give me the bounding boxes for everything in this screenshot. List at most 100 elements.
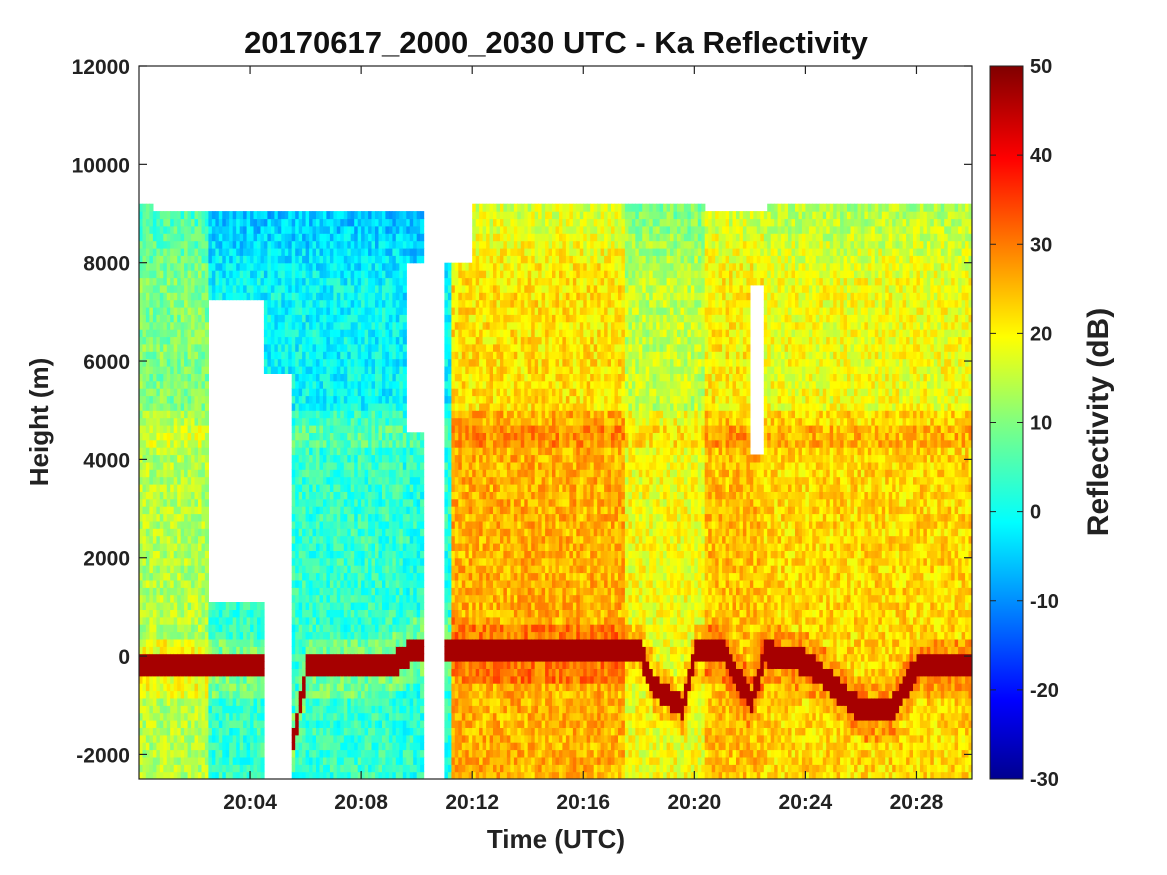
heatmap-cell (149, 336, 153, 344)
heatmap-cell (295, 632, 299, 640)
heatmap-cell (139, 580, 143, 588)
heatmap-cell (236, 698, 240, 706)
heatmap-cell (396, 661, 400, 669)
heatmap-cell (174, 373, 178, 381)
heatmap-cell (372, 654, 376, 662)
heatmap-cell (212, 263, 216, 271)
heatmap-cell (351, 241, 355, 249)
heatmap-cell (351, 595, 355, 603)
heatmap-cell (337, 277, 341, 285)
heatmap-cell (139, 248, 143, 256)
heatmap-cell (292, 514, 296, 522)
heatmap-cell (302, 595, 306, 603)
heatmap-cell (326, 447, 330, 455)
heatmap-cell (372, 285, 376, 293)
heatmap-cell (413, 455, 417, 463)
heatmap-cell (160, 469, 164, 477)
heatmap-cell (139, 351, 143, 359)
heatmap-cell (198, 336, 202, 344)
heatmap-cell (278, 218, 282, 226)
heatmap-cell (174, 609, 178, 617)
heatmap-cell (208, 764, 212, 772)
heatmap-cell (337, 698, 341, 706)
heatmap-cell (271, 314, 275, 322)
heatmap-cell (281, 270, 285, 278)
heatmap-cell (229, 698, 233, 706)
heatmap-cell (295, 366, 299, 374)
heatmap-cell (385, 211, 389, 219)
heatmap-cell (399, 499, 403, 507)
heatmap-cell (372, 528, 376, 536)
heatmap-cell (243, 211, 247, 219)
heatmap-cell (170, 307, 174, 315)
heatmap-cell (229, 742, 233, 750)
heatmap-cell (160, 499, 164, 507)
heatmap-cell (365, 263, 369, 271)
heatmap-cell (208, 713, 212, 721)
heatmap-cell (188, 668, 192, 676)
heatmap-cell (160, 580, 164, 588)
heatmap-cell (149, 742, 153, 750)
heatmap-cell (219, 624, 223, 632)
heatmap-cell (146, 691, 150, 699)
heatmap-cell (320, 683, 324, 691)
heatmap-cell (302, 550, 306, 558)
heatmap-cell (219, 691, 223, 699)
heatmap-cell (340, 270, 344, 278)
heatmap-cell (302, 521, 306, 529)
heatmap-cell (399, 624, 403, 632)
heatmap-cell (247, 285, 251, 293)
heatmap-cell (212, 646, 216, 654)
heatmap-cell (385, 285, 389, 293)
heatmap-cell (153, 322, 157, 330)
heatmap-cell (337, 536, 341, 544)
heatmap-cell (351, 661, 355, 669)
heatmap-cell (396, 713, 400, 721)
heatmap-cell (354, 668, 358, 676)
heatmap-cell (403, 263, 407, 271)
heatmap-cell (306, 410, 310, 418)
heatmap-cell (163, 764, 167, 772)
heatmap-cell (396, 314, 400, 322)
heatmap-cell (337, 329, 341, 337)
heatmap-cell (243, 639, 247, 647)
heatmap-cell (254, 624, 258, 632)
heatmap-cell (264, 285, 268, 293)
heatmap-cell (146, 462, 150, 470)
heatmap-cell (316, 750, 320, 758)
heatmap-cell (337, 691, 341, 699)
heatmap-cell (160, 329, 164, 337)
heatmap-cell (320, 373, 324, 381)
heatmap-cell (340, 255, 344, 263)
heatmap-cell (316, 263, 320, 271)
heatmap-cell (351, 233, 355, 241)
heatmap-cell (198, 713, 202, 721)
heatmap-cell (330, 528, 334, 536)
heatmap-cell (170, 661, 174, 669)
heatmap-cell (351, 587, 355, 595)
heatmap-cell (372, 344, 376, 352)
heatmap-cell (153, 565, 157, 573)
heatmap-cell (177, 558, 181, 566)
heatmap-cell (385, 218, 389, 226)
heatmap-cell (281, 307, 285, 315)
heatmap-cell (247, 255, 251, 263)
heatmap-cell (410, 742, 414, 750)
heatmap-cell (379, 344, 383, 352)
heatmap-cell (375, 727, 379, 735)
heatmap-cell (313, 366, 317, 374)
heatmap-cell (163, 550, 167, 558)
heatmap-cell (163, 455, 167, 463)
heatmap-cell (413, 617, 417, 625)
heatmap-cell (361, 292, 365, 300)
heatmap-cell (340, 455, 344, 463)
heatmap-cell (267, 322, 271, 330)
heatmap-cell (139, 307, 143, 315)
heatmap-cell (254, 248, 258, 256)
heatmap-cell (385, 558, 389, 566)
heatmap-cell (264, 248, 268, 256)
heatmap-cell (149, 233, 153, 241)
heatmap-cell (170, 491, 174, 499)
heatmap-cell (174, 624, 178, 632)
heatmap-cell (375, 595, 379, 603)
